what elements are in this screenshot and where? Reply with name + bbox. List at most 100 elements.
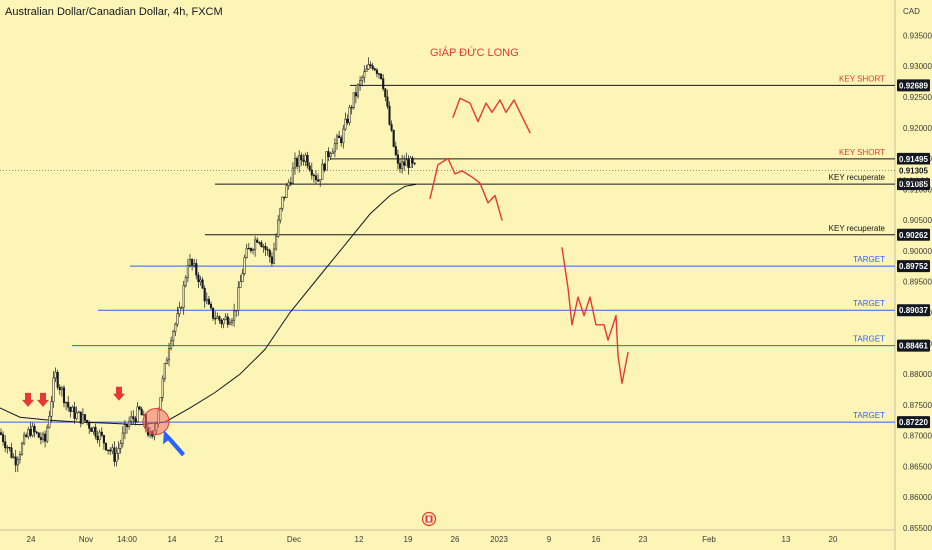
candle-body: [81, 414, 84, 424]
candle-body: [214, 318, 217, 320]
candle-body: [212, 307, 215, 319]
candle-body: [245, 247, 248, 258]
x-tick-label: 12: [355, 535, 364, 544]
candle-body: [329, 153, 332, 157]
candle-body: [251, 249, 255, 251]
y-tick-label: 0.85500: [903, 524, 932, 533]
candle-body: [44, 433, 47, 442]
candle-body: [371, 65, 374, 69]
candle-body: [285, 185, 288, 198]
candle-body: [138, 406, 141, 410]
x-tick-label: 23: [639, 535, 648, 544]
candle-body: [92, 426, 95, 432]
candle-body: [178, 307, 181, 314]
candle-body: [207, 298, 210, 305]
candle-body: [319, 179, 322, 182]
candle-body: [310, 169, 313, 176]
candle-body: [6, 447, 9, 449]
candle-body: [115, 453, 118, 462]
level-lines: KEY SHORT KEY SHORT KEY recuperate KEY recu…: [0, 74, 895, 423]
candle-body: [268, 250, 271, 258]
candle-body: [352, 92, 355, 108]
candle-body: [0, 432, 3, 435]
candle-body: [405, 159, 408, 166]
candle-body: [205, 298, 208, 302]
candle-body: [342, 128, 345, 144]
candle-body: [188, 259, 192, 266]
candle-body: [119, 443, 122, 449]
candle-body: [411, 157, 414, 164]
headline-annotation: GIÁP ĐỨC LONG: [430, 46, 519, 59]
candle-body: [77, 411, 80, 414]
candle-body: [83, 414, 87, 421]
highlight-circle: [142, 408, 170, 435]
candle-body: [216, 316, 219, 319]
candle-body: [279, 208, 282, 221]
time-axis[interactable]: 24 Nov 14:00 14 21 Dec 12 19 26 2023 9 16 23 Feb 13 20: [27, 535, 838, 544]
candle-body: [8, 447, 11, 449]
candle-body: [165, 359, 168, 365]
candle-body: [277, 219, 280, 237]
candle-body: [86, 420, 89, 423]
candle-body: [409, 157, 412, 168]
candle-body: [132, 416, 135, 419]
candle-body: [356, 84, 360, 97]
candle-body: [75, 412, 78, 419]
candle-body: [102, 435, 105, 444]
level-badge: 0.87220: [899, 418, 928, 427]
candle-body: [197, 274, 200, 283]
y-tick-label: 0.87500: [903, 401, 932, 410]
candle-body: [348, 106, 351, 123]
candle-body: [291, 167, 294, 184]
candle-body: [272, 248, 276, 264]
level-badge: 0.89752: [899, 262, 928, 271]
candle-body: [230, 319, 234, 324]
candle-body: [125, 424, 129, 428]
candle-body: [394, 146, 397, 156]
candle-body: [220, 319, 223, 325]
candle-body: [140, 408, 143, 416]
candle-body: [312, 174, 315, 177]
candle-body: [361, 77, 364, 81]
candle-body: [413, 162, 416, 165]
candle-body: [256, 239, 259, 243]
candle-body: [60, 387, 63, 390]
candle-body: [340, 137, 343, 144]
y-tick-label: 0.89500: [903, 278, 932, 287]
candle-body: [94, 426, 97, 437]
canadian-flag-icon[interactable]: [421, 511, 437, 527]
candle-body: [235, 310, 238, 312]
forecast-path: [561, 247, 629, 384]
candle-body: [369, 64, 372, 66]
candle-body: [14, 456, 17, 466]
x-tick-label: 21: [215, 535, 224, 544]
candle-body: [41, 433, 45, 440]
candle-body: [321, 163, 324, 180]
x-tick-label: 14:00: [117, 535, 138, 544]
candle-body: [117, 448, 120, 454]
candle-body: [180, 307, 183, 309]
candle-body: [16, 459, 19, 466]
candle-body: [241, 273, 244, 282]
candle-body: [403, 161, 406, 166]
candle-body: [373, 68, 376, 71]
candle-body: [52, 377, 55, 402]
level-badge-bg: [897, 416, 930, 429]
forecast-paths: [429, 97, 629, 384]
candle-body: [386, 96, 389, 107]
candle-body: [107, 449, 110, 451]
candle-body: [37, 432, 40, 438]
candle-body: [281, 196, 284, 209]
level-badge-bg: [897, 79, 930, 92]
candle-body: [344, 118, 347, 130]
candle-body: [380, 73, 383, 79]
level-badge: 0.89037: [899, 306, 928, 315]
candle-body: [233, 310, 236, 321]
candle-body: [193, 263, 196, 266]
candle-body: [199, 279, 202, 283]
candle-body: [163, 363, 166, 380]
down-arrow-icon: [113, 386, 125, 401]
x-tick-label: 16: [592, 535, 601, 544]
